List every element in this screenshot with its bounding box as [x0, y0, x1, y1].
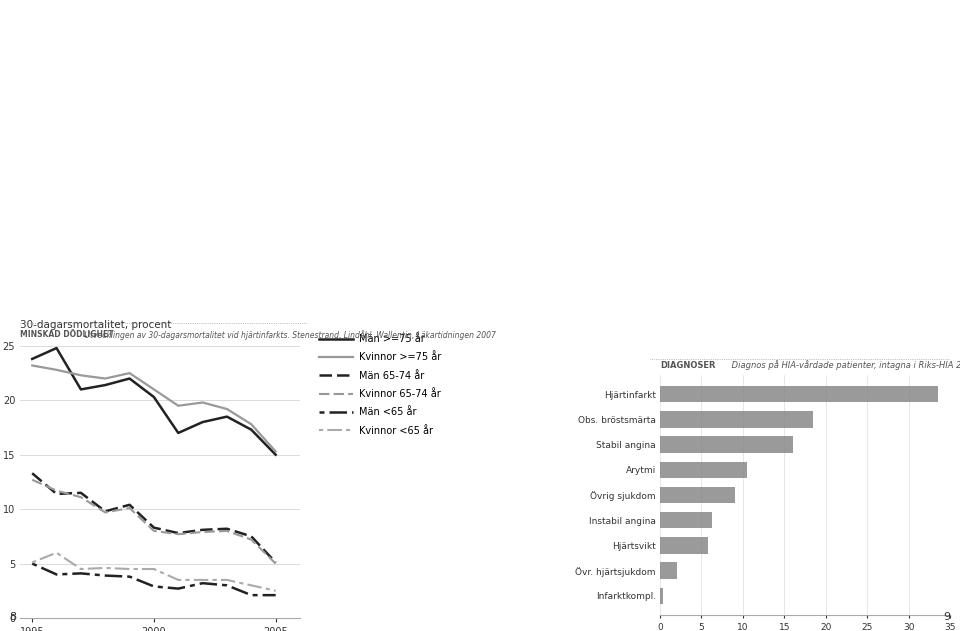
Bar — [660, 562, 677, 579]
Bar — [660, 462, 747, 478]
Text: DIAGNOSER: DIAGNOSER — [660, 361, 715, 370]
Bar — [660, 512, 712, 528]
Bar — [660, 437, 793, 453]
Text: Utvecklingen av 30-dagarsmortalitet vid hjärtinfarkts. Stenestrand, Lindåhl, Wal: Utvecklingen av 30-dagarsmortalitet vid … — [83, 330, 496, 340]
Bar — [660, 386, 938, 403]
Text: 8: 8 — [10, 611, 16, 622]
Text: Diagnos på HIA-vårdade patienter, intagna i Riks-HIA 2005: Diagnos på HIA-vårdade patienter, intagn… — [730, 360, 960, 370]
Bar — [660, 587, 663, 604]
Text: 30-dagarsmortalitet, procent: 30-dagarsmortalitet, procent — [20, 320, 172, 330]
Bar — [660, 411, 813, 428]
Bar — [660, 537, 708, 553]
Text: 9: 9 — [944, 611, 950, 622]
Bar — [660, 487, 734, 503]
Text: MINSKAD DÖDLIGHET: MINSKAD DÖDLIGHET — [20, 330, 113, 339]
Legend: Män >=75 år, Kvinnor >=75 år, Män 65-74 år, Kvinnor 65-74 år, Män <65 år, Kvinno: Män >=75 år, Kvinnor >=75 år, Män 65-74 … — [319, 334, 441, 435]
